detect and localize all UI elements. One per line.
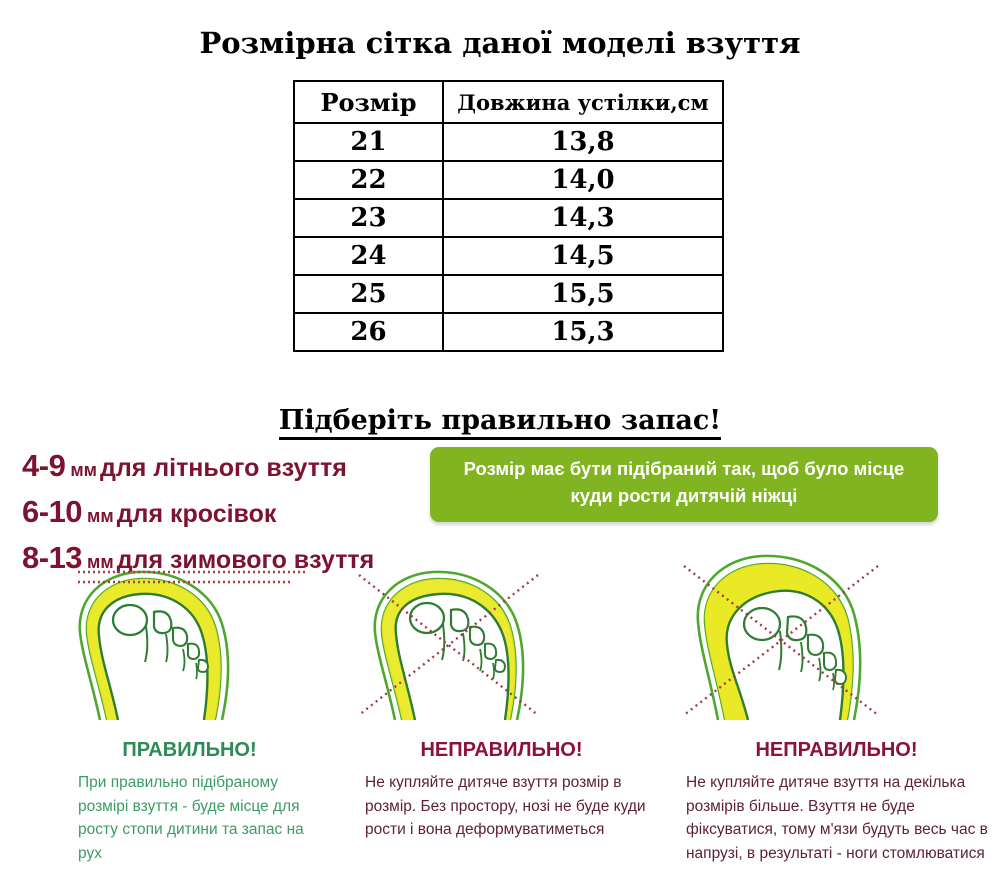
table-row: 21 13,8 [293, 122, 724, 162]
foot-figure-correct-wrap [0, 552, 333, 727]
allowance-label: для кросівок [116, 500, 277, 528]
cell-size: 22 [293, 160, 444, 200]
allowance-item-summer: 4-9 мм для літнього взуття [22, 450, 442, 481]
allowance-range: 6-10 [22, 494, 83, 529]
shoe-outline [696, 554, 862, 721]
cell-length: 14,0 [442, 160, 724, 200]
section-title: Підберіть правильно запас! [0, 405, 1000, 440]
fit-card-body: При правильно підібраному розмірі взуття… [78, 774, 304, 862]
allowance-unit: мм [87, 552, 114, 572]
toe-2 [449, 608, 470, 633]
table-header-size: Розмір [293, 80, 444, 124]
cell-length: 15,3 [442, 312, 724, 352]
toe-4 [484, 642, 498, 661]
fit-card-title: НЕПРАВИЛЬНО! [420, 739, 583, 761]
foot-in-shoe-correct-icon [78, 570, 306, 721]
callout-text: Розмір має бути підібраний так, щоб було… [464, 456, 905, 510]
toe-crease-4 [195, 662, 198, 680]
allowance-list: 4-9 мм для літнього взуття 6-10 мм для кросі… [22, 450, 442, 588]
toe-crease-3 [479, 648, 483, 672]
cell-length: 13,8 [442, 122, 724, 162]
fit-card-title: ПРАВИЛЬНО! [122, 739, 257, 761]
foot-figure-too-big-wrap [666, 552, 999, 727]
cell-size: 25 [293, 274, 444, 314]
toe-5 [494, 658, 506, 673]
allowance-label: для літнього взуття [99, 454, 347, 482]
cell-size: 23 [293, 198, 444, 238]
allowance-item-winter: 8-13 мм для зимового взуття [22, 542, 442, 573]
toe-crease-1 [441, 623, 446, 661]
table-row: 22 14,0 [293, 160, 724, 200]
allowance-item-sneakers: 6-10 мм для кросівок [22, 496, 442, 527]
callout-line-1: Розмір має бути підібраний так, щоб було… [463, 457, 905, 479]
table-row: 26 15,3 [293, 312, 724, 352]
fit-card-body: Не купляйте дитяче взуття розмір в розмі… [365, 774, 646, 839]
toe-crease-4 [492, 662, 495, 680]
cell-size: 26 [293, 312, 444, 352]
shoe-outline [373, 570, 525, 721]
toe-5 [197, 658, 209, 673]
toe-4 [823, 651, 838, 672]
toe-crease-3 [182, 648, 186, 672]
table-row: 24 14,5 [293, 236, 724, 276]
cell-length: 14,5 [442, 236, 724, 276]
toe-crease-1 [144, 625, 149, 663]
table-row: 23 14,3 [293, 198, 724, 238]
foot-in-shoe-too-tight-icon [358, 570, 539, 721]
toe-crease-4 [832, 672, 835, 691]
foot-outline [725, 589, 845, 721]
callout-line-2: куди рости дитячій ніжці [570, 484, 798, 506]
cell-length: 15,5 [442, 274, 724, 314]
toe-5 [834, 668, 847, 685]
fit-card-body: Не купляйте дитяче взуття на декілька ро… [686, 774, 988, 862]
fit-card-too-tight: НЕПРАВИЛЬНО! Не купляйте дитяче взуття р… [333, 552, 666, 890]
callout-banner: Розмір має бути підібраний так, щоб було… [430, 447, 938, 522]
toe-3 [806, 633, 825, 657]
table-header-insole-length: Довжина устілки,см [442, 80, 724, 124]
toe-crease-1 [778, 630, 783, 671]
foot-outline [394, 592, 510, 721]
toe-gap-fill [86, 578, 221, 720]
page-title: Розмірна сітка даної моделі взуття [199, 26, 801, 60]
cell-size: 24 [293, 236, 444, 276]
cell-length: 14,3 [442, 198, 724, 238]
table-row: 25 15,5 [293, 274, 724, 314]
fit-card-title: НЕПРАВИЛЬНО! [755, 739, 918, 761]
toe-3 [171, 626, 189, 648]
allowance-unit: мм [70, 460, 97, 480]
toe-gap-fill [704, 563, 853, 720]
toe-crease-2 [165, 633, 169, 663]
toe-big [408, 601, 446, 635]
toe-3 [468, 625, 486, 647]
cross-stroke-1 [358, 574, 539, 716]
cross-stroke-2 [358, 574, 539, 716]
allowance-label: для зимового взуття [116, 546, 375, 574]
fit-examples: ПРАВИЛЬНО! При правильно підібраному роз… [0, 552, 1000, 890]
foot-figure-too-tight-wrap [333, 552, 666, 727]
toe-crease-3 [818, 657, 822, 682]
foot-outline [97, 592, 209, 721]
toe-4 [187, 642, 201, 661]
fit-card-too-big: НЕПРАВИЛЬНО! Не купляйте дитяче взуття н… [666, 552, 999, 890]
toe-crease-2 [800, 641, 804, 673]
size-chart-table: Розмір Довжина устілки,см 21 13,8 22 14,… [293, 80, 724, 352]
allowance-unit: мм [87, 506, 114, 526]
foot-in-shoe-too-big-icon [683, 554, 879, 721]
table-header-row: Розмір Довжина устілки,см [293, 80, 724, 124]
section-title-text: Підберіть правильно запас! [278, 405, 722, 440]
fit-card-correct: ПРАВИЛЬНО! При правильно підібраному роз… [0, 552, 333, 890]
allowance-range: 8-13 [22, 540, 83, 575]
toe-crease-2 [462, 632, 466, 662]
cell-size: 21 [293, 122, 444, 162]
toe-big [111, 603, 149, 637]
toe-2 [152, 610, 173, 635]
allowance-range: 4-9 [22, 448, 66, 483]
